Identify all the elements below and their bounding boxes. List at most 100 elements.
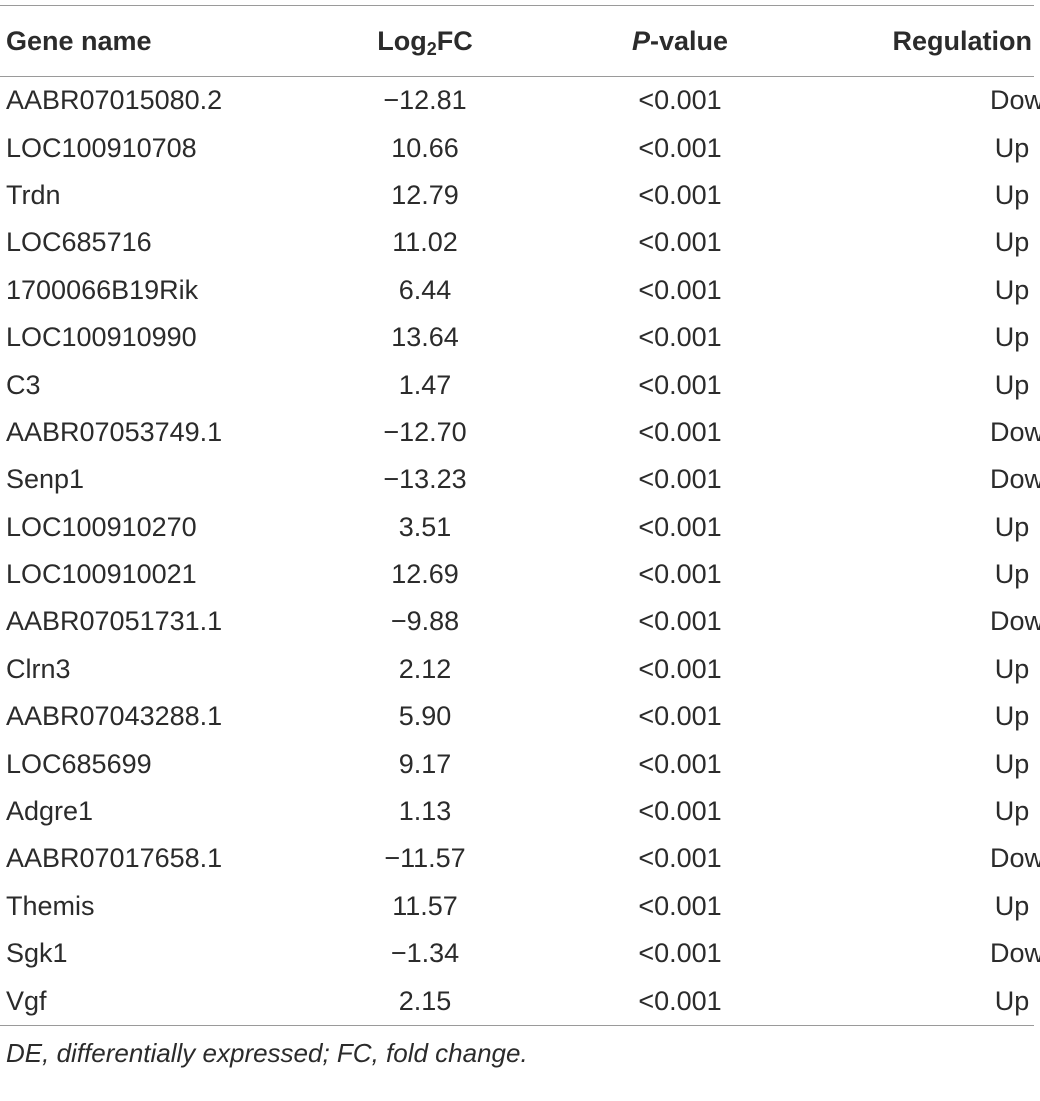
cell-pvalue: <0.001 [638,416,722,447]
cell-pvalue: <0.001 [638,748,722,779]
cell-gene-name: 1700066B19Rik [6,274,199,305]
table-row: Adgre1 1.13 <0.001 Up [0,788,1034,835]
table-footnote: DE, differentially expressed; FC, fold c… [6,1037,528,1068]
header-regulation: Regulation [892,25,1033,56]
cell-log2fc: 5.90 [398,701,452,732]
table-row: Senp1 −13.23 <0.001 Down [0,456,1040,503]
cell-regulation: Up [994,985,1030,1016]
table-row: AABR07015080.2 −12.81 <0.001 Down [0,77,1040,125]
table-body: AABR07015080.2 −12.81 <0.001 Down LOC1009107… [0,77,1040,1026]
cell-gene-name: C3 [6,369,41,400]
cell-pvalue: <0.001 [638,179,722,210]
cell-log2fc: −11.57 [384,843,466,874]
header-gene-name: Gene name [6,25,152,56]
table-row: AABR07053749.1 −12.70 <0.001 Down [0,409,1040,456]
header-log2fc: Log2FC [377,25,473,59]
cell-log2fc: 9.17 [398,748,452,779]
cell-gene-name: Vgf [6,985,47,1016]
de-gene-table: Gene name Log2FC P-value Regulation AABR… [0,5,1040,1069]
cell-gene-name: AABR07053749.1 [6,416,223,447]
cell-regulation: Up [994,890,1030,921]
cell-log2fc: −12.70 [383,416,467,447]
cell-regulation: Down [990,843,1040,874]
table-row: LOC100910270 3.51 <0.001 Up [0,504,1034,551]
table-row: Vgf 2.15 <0.001 Up [0,977,1034,1025]
table-row: C3 1.47 <0.001 Up [0,361,1034,408]
cell-log2fc: 6.44 [398,274,452,305]
cell-pvalue: <0.001 [638,322,722,353]
cell-log2fc: 2.15 [398,985,452,1016]
cell-regulation: Up [994,653,1030,684]
cell-gene-name: LOC100910708 [6,132,197,163]
cell-log2fc: 11.02 [392,227,458,258]
cell-log2fc: 11.57 [392,890,458,921]
cell-gene-name: Themis [6,890,95,921]
cell-gene-name: Clrn3 [6,653,71,684]
cell-regulation: Down [990,938,1040,969]
cell-pvalue: <0.001 [638,85,722,116]
cell-log2fc: −9.88 [390,606,460,637]
table-row: Sgk1 −1.34 <0.001 Down [0,930,1040,977]
cell-pvalue: <0.001 [638,132,722,163]
gene-table: Gene name Log2FC P-value Regulation AABR… [0,6,1040,1026]
cell-log2fc: −1.34 [390,938,460,969]
cell-regulation: Up [994,322,1030,353]
cell-log2fc: 10.66 [391,132,459,163]
table-row: AABR07051731.1 −9.88 <0.001 Down [0,598,1040,645]
cell-gene-name: Adgre1 [6,796,94,827]
table-top-rule [0,5,1034,6]
cell-pvalue: <0.001 [638,274,722,305]
table-row: AABR07043288.1 5.90 <0.001 Up [0,693,1034,740]
cell-regulation: Down [990,464,1040,495]
table-row: Trdn 12.79 <0.001 Up [0,172,1034,219]
table-row: Themis 11.57 <0.001 Up [0,883,1034,930]
cell-log2fc: 2.12 [398,653,452,684]
cell-pvalue: <0.001 [638,227,722,258]
cell-gene-name: AABR07043288.1 [6,701,223,732]
cell-pvalue: <0.001 [638,843,722,874]
cell-pvalue: <0.001 [638,369,722,400]
cell-regulation: Up [994,511,1030,542]
cell-gene-name: AABR07051731.1 [6,606,223,637]
cell-gene-name: AABR07017658.1 [6,843,223,874]
cell-log2fc: 13.64 [391,322,459,353]
cell-log2fc: −12.81 [383,85,467,116]
header-pvalue: P-value [631,25,729,56]
table-row: LOC100910990 13.64 <0.001 Up [0,314,1034,361]
cell-regulation: Up [994,701,1030,732]
cell-gene-name: LOC100910990 [6,322,197,353]
cell-regulation: Up [994,227,1030,258]
cell-pvalue: <0.001 [638,464,722,495]
cell-regulation: Up [994,748,1030,779]
table-row: Clrn3 2.12 <0.001 Up [0,646,1034,693]
cell-gene-name: LOC685699 [6,748,152,779]
cell-log2fc: 3.51 [398,511,452,542]
cell-regulation: Up [994,796,1030,827]
cell-pvalue: <0.001 [638,701,722,732]
cell-log2fc: 1.47 [398,369,452,400]
cell-gene-name: LOC100910270 [6,511,197,542]
cell-gene-name: Senp1 [6,464,85,495]
cell-pvalue: <0.001 [638,890,722,921]
cell-log2fc: 1.13 [398,796,452,827]
table-row: LOC100910708 10.66 <0.001 Up [0,124,1034,171]
cell-gene-name: AABR07015080.2 [6,85,223,116]
cell-gene-name: Trdn [6,179,61,210]
table-header: Gene name Log2FC P-value Regulation [0,6,1034,77]
cell-gene-name: LOC100910021 [6,559,197,590]
cell-regulation: Down [990,85,1040,116]
cell-pvalue: <0.001 [638,796,722,827]
table-row: LOC685699 9.17 <0.001 Up [0,740,1034,787]
cell-regulation: Up [994,369,1030,400]
cell-regulation: Up [994,559,1030,590]
cell-regulation: Down [990,606,1040,637]
table-row: AABR07017658.1 −11.57 <0.001 Down [0,835,1040,882]
cell-pvalue: <0.001 [638,985,722,1016]
table-row: LOC685716 11.02 <0.001 Up [0,219,1034,266]
table-row: 1700066B19Rik 6.44 <0.001 Up [0,267,1034,314]
cell-pvalue: <0.001 [638,511,722,542]
cell-log2fc: 12.79 [391,179,459,210]
cell-regulation: Up [994,274,1030,305]
cell-pvalue: <0.001 [638,938,722,969]
cell-regulation: Up [994,179,1030,210]
